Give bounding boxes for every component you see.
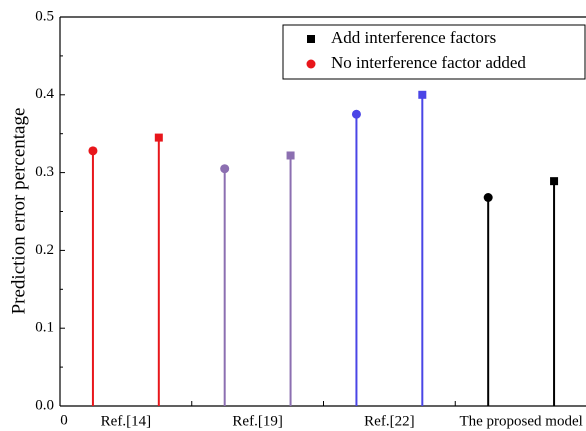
legend-label: No interference factor added [331, 53, 526, 72]
x-tick-label: Ref.[19] [232, 413, 282, 429]
marker [483, 192, 493, 202]
marker [88, 146, 98, 156]
legend-marker [307, 35, 315, 43]
y-tick-label: 0.1 [35, 320, 54, 336]
marker [220, 164, 230, 174]
y-tick-label: 0.5 [35, 8, 54, 24]
y-tick-label: 0.2 [35, 242, 54, 258]
y-tick-label: 0.4 [35, 86, 54, 102]
marker [351, 109, 361, 119]
y-tick-label: 0.3 [35, 164, 54, 180]
x-tick-label: The proposed model [459, 413, 582, 429]
x-tick-label: Ref.[14] [101, 413, 151, 429]
y-axis-label: Prediction error percentage [8, 108, 29, 315]
marker [550, 177, 559, 186]
marker [418, 90, 427, 99]
legend-box [282, 24, 586, 80]
marker [286, 151, 295, 160]
legend-label: Add interference factors [331, 28, 496, 47]
x-origin-label: 0 [60, 412, 68, 428]
x-tick-label: Ref.[22] [364, 413, 414, 429]
marker [154, 133, 163, 142]
legend-marker [306, 59, 316, 69]
legend: Add interference factors No interference … [282, 24, 586, 80]
y-tick-label: 0.0 [35, 397, 54, 413]
